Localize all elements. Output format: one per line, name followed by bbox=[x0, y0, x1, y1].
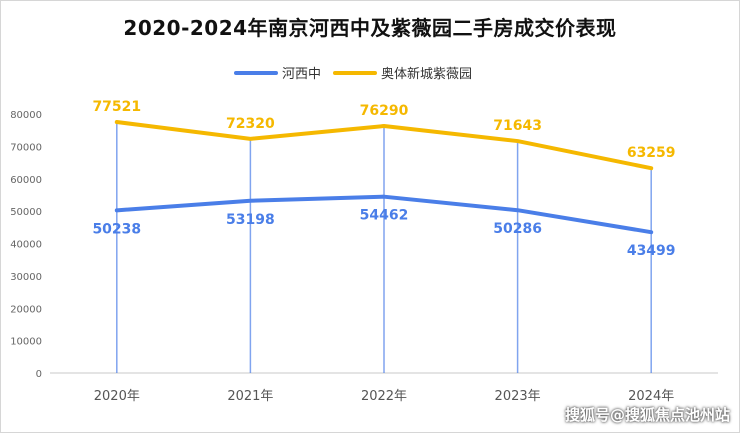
watermark: 搜狐号@搜狐焦点池州站 bbox=[564, 406, 730, 424]
y-tick-label: 30000 bbox=[10, 272, 42, 283]
data-label: 50238 bbox=[92, 221, 141, 237]
data-label: 50286 bbox=[493, 221, 542, 237]
x-tick-label: 2020年 bbox=[94, 389, 140, 404]
data-label: 76290 bbox=[360, 103, 409, 119]
y-tick-label: 40000 bbox=[10, 240, 42, 251]
data-label: 63259 bbox=[627, 145, 676, 161]
y-tick-label: 0 bbox=[36, 369, 42, 380]
series-line-2 bbox=[114, 120, 654, 171]
data-labels-group: 77521 72320 76290 71643 63259 50238 53198 54462… bbox=[92, 99, 675, 259]
legend-label: 河西中 bbox=[282, 67, 321, 82]
data-label: 53198 bbox=[226, 212, 275, 228]
data-label: 43499 bbox=[627, 243, 676, 259]
data-label: 54462 bbox=[360, 208, 409, 224]
y-tick-label: 80000 bbox=[10, 110, 42, 121]
series-lines-group bbox=[114, 120, 654, 235]
y-tick-label: 60000 bbox=[10, 175, 42, 186]
data-label: 71643 bbox=[493, 118, 542, 134]
x-tick-label: 2024年 bbox=[628, 389, 674, 404]
x-tick-label: 2021年 bbox=[227, 389, 273, 404]
data-label: 72320 bbox=[226, 116, 275, 132]
y-tick-label: 50000 bbox=[10, 207, 42, 218]
y-tick-label: 20000 bbox=[10, 304, 42, 315]
data-label: 77521 bbox=[92, 99, 141, 115]
y-tick-label: 70000 bbox=[10, 142, 42, 153]
y-tick-label: 10000 bbox=[10, 337, 42, 348]
legend-label: 奥体新城紫薇园 bbox=[381, 66, 472, 82]
drop-lines-group bbox=[116, 122, 652, 373]
x-tick-label: 2023年 bbox=[495, 389, 541, 404]
series-line-1 bbox=[114, 194, 654, 235]
axes-group: 0 10000 20000 30000 40000 50000 60000 70000 8000… bbox=[10, 110, 718, 404]
chart-title: 2020-2024年南京河西中及紫薇园二手房成交价表现 bbox=[123, 16, 617, 40]
x-tick-label: 2022年 bbox=[361, 389, 407, 404]
legend: 河西中 奥体新城紫薇园 bbox=[234, 66, 472, 82]
